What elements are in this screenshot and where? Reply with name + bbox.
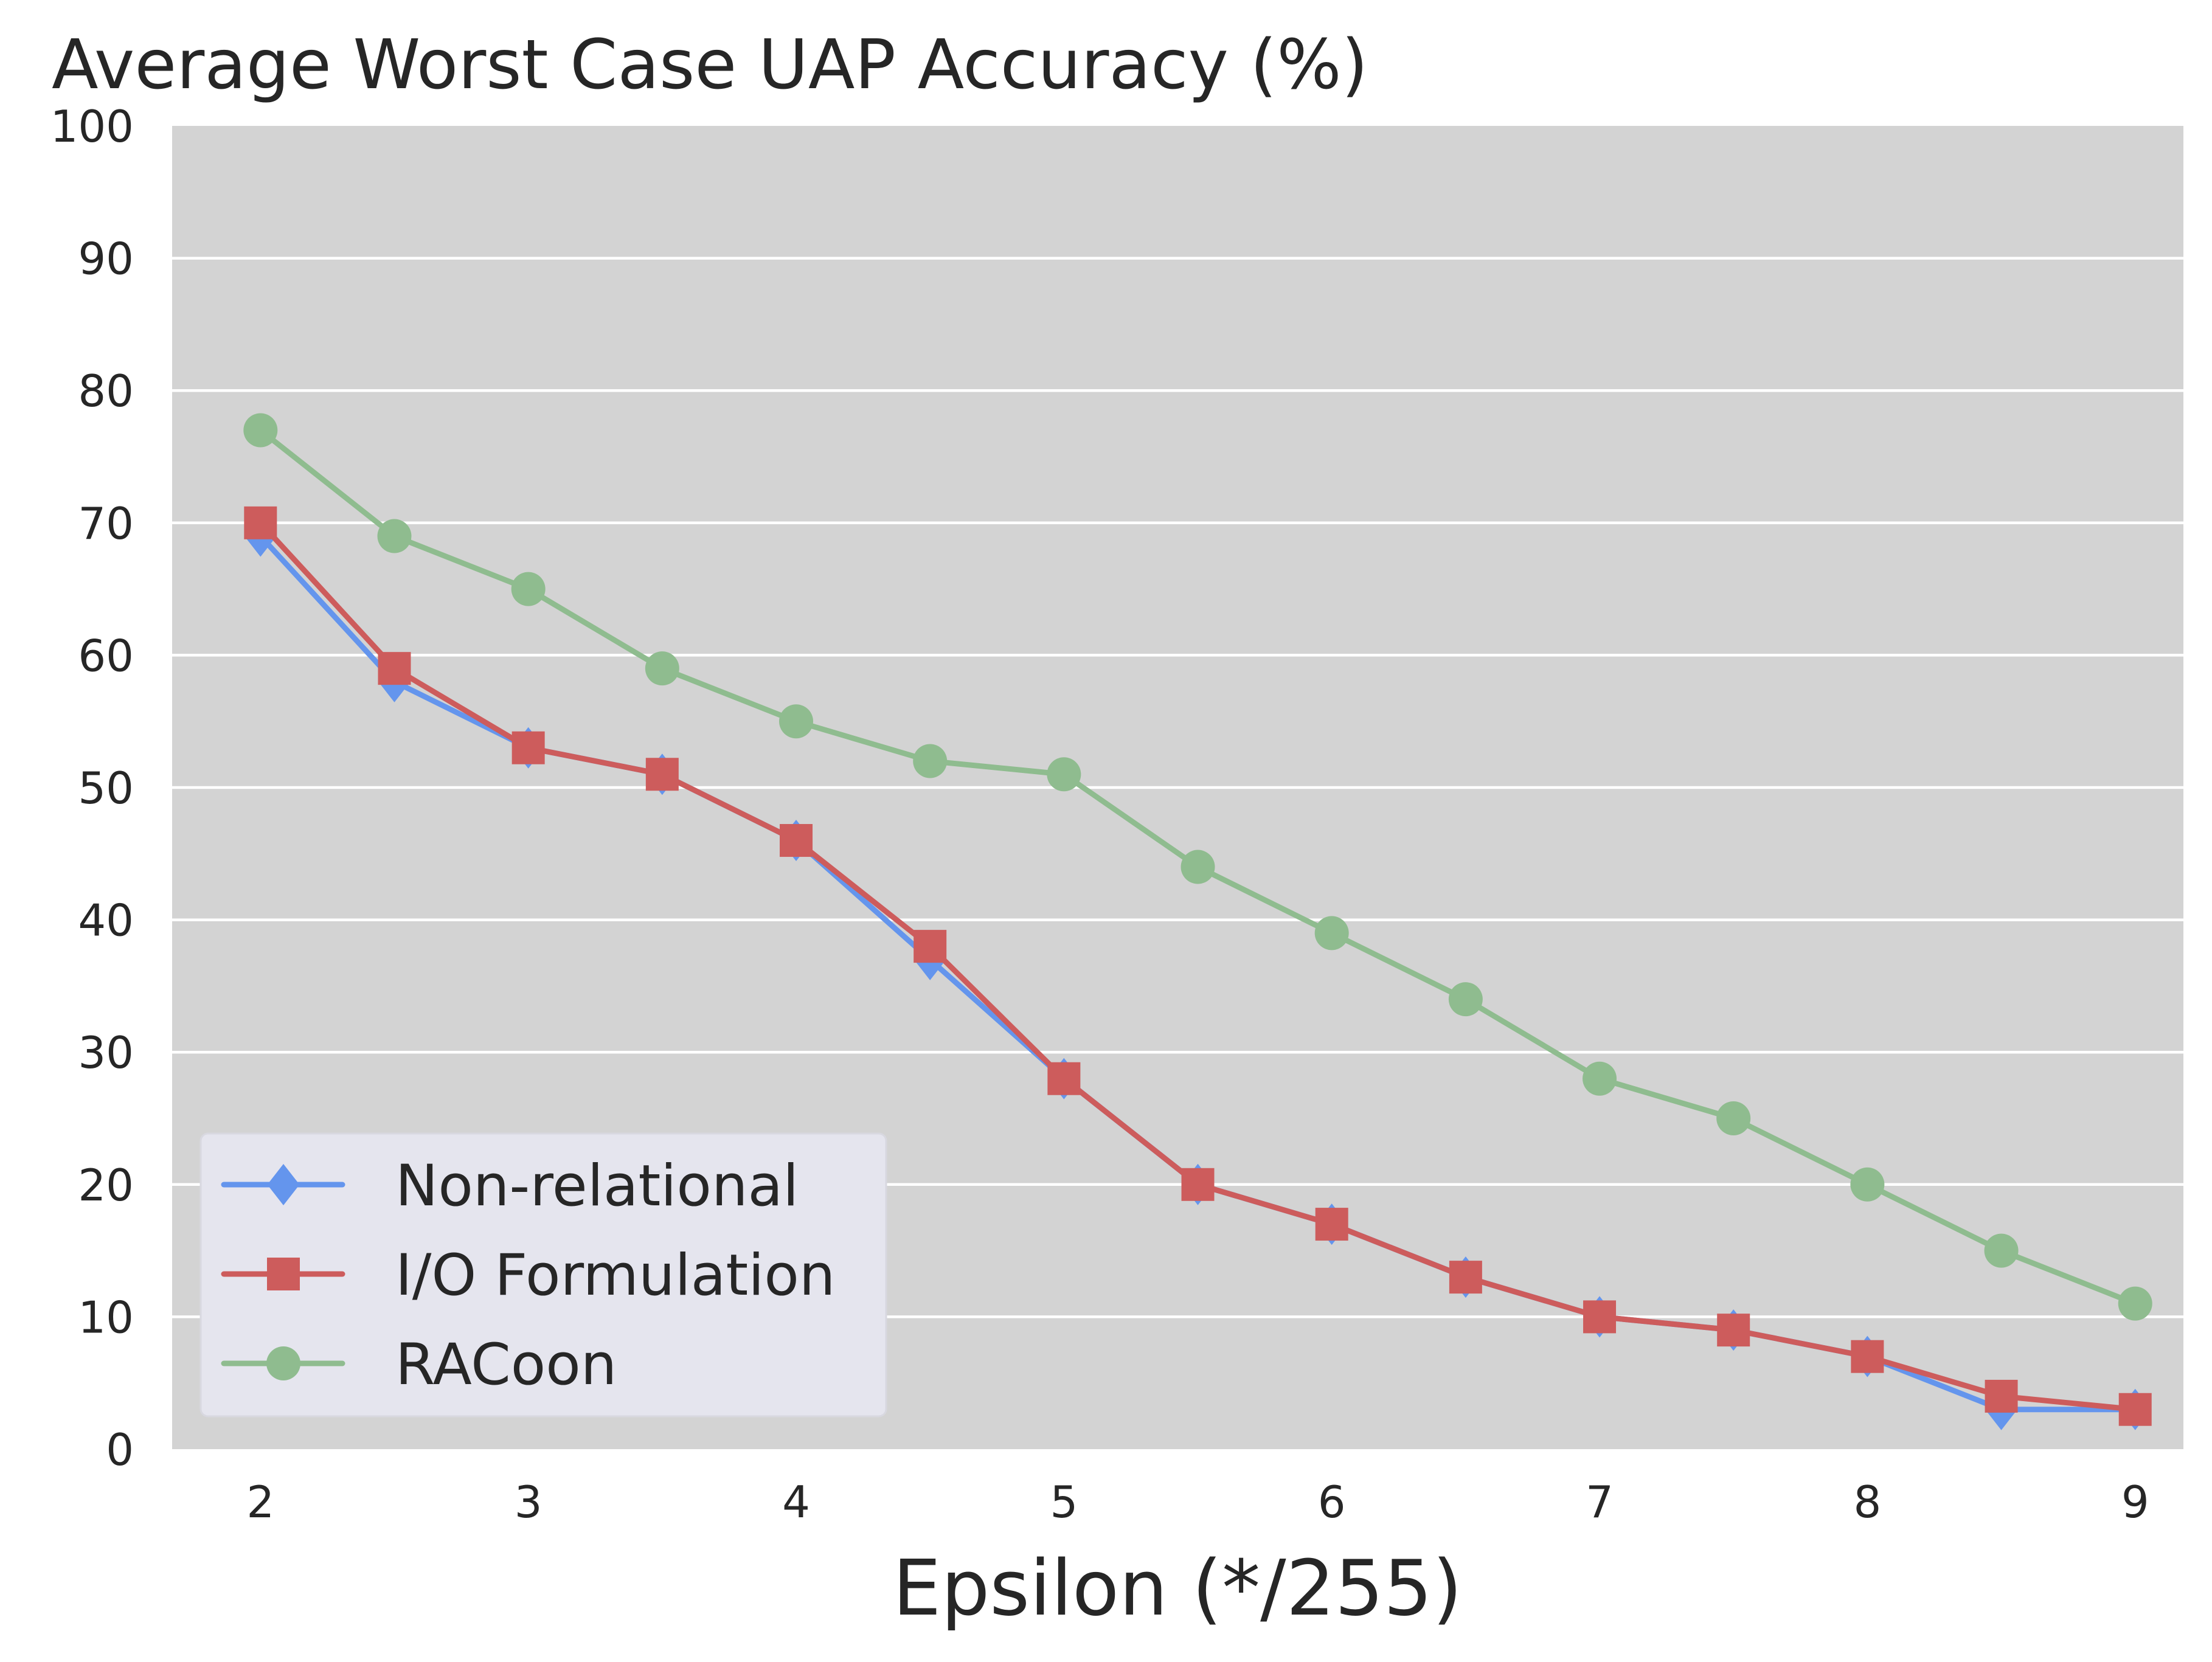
data-point-circle (913, 744, 948, 778)
legend-marker-diamond (267, 1164, 300, 1205)
data-point-circle (1181, 850, 1215, 884)
y-tick-label: 70 (78, 498, 134, 549)
data-point-square (645, 758, 679, 791)
y-tick-label: 20 (78, 1160, 134, 1211)
data-point-circle (1716, 1101, 1751, 1135)
x-tick-label: 7 (1586, 1477, 1614, 1528)
legend-label: I/O Formulation (395, 1242, 835, 1309)
legend-label: RACoon (395, 1332, 617, 1398)
data-point-square (1181, 1168, 1215, 1201)
data-point-square (2118, 1393, 2152, 1426)
y-tick-label: 100 (50, 101, 134, 152)
x-tick-label: 8 (1853, 1477, 1881, 1528)
y-tick-label: 50 (78, 763, 134, 814)
series-group (243, 413, 2152, 1430)
data-point-square (511, 731, 545, 764)
data-point-square (1851, 1340, 1884, 1373)
x-tick-label: 5 (1050, 1477, 1078, 1528)
data-point-circle (1047, 757, 1081, 792)
data-point-square (1449, 1261, 1482, 1294)
data-point-circle (1583, 1061, 1617, 1096)
x-axis-label: Epsilon (*/255) (893, 1543, 1463, 1633)
y-tick-label: 40 (78, 895, 134, 946)
legend-item: I/O Formulation (221, 1242, 835, 1309)
series-racoon (243, 413, 2152, 1321)
y-tick-label: 80 (78, 365, 134, 417)
y-tick-label: 60 (78, 630, 134, 681)
y-tick-label: 30 (78, 1027, 134, 1078)
data-point-circle (779, 704, 814, 739)
data-point-square (1047, 1062, 1081, 1095)
data-point-square (244, 506, 277, 539)
legend-marker-circle (266, 1346, 300, 1380)
x-axis-ticks: 2 3 4 5 6 7 8 9 (246, 1477, 2149, 1528)
data-point-square (1583, 1300, 1617, 1334)
data-point-circle (1314, 916, 1349, 950)
data-point-square (780, 824, 813, 857)
series-i-o-formulation (244, 506, 2152, 1426)
data-point-square (378, 652, 411, 685)
data-point-circle (645, 651, 679, 686)
data-point-square (1315, 1208, 1348, 1241)
legend-item: Non-relational (221, 1153, 799, 1219)
chart-title: Average Worst Case UAP Accuracy (%) (52, 26, 1368, 105)
y-tick-label: 0 (106, 1424, 134, 1475)
y-axis-ticks: 0 10 20 30 40 50 60 70 80 90 100 (50, 101, 134, 1475)
data-point-square (914, 930, 947, 963)
data-point-circle (377, 519, 412, 553)
legend-marker-square (267, 1258, 300, 1290)
legend-box (199, 1132, 887, 1418)
data-point-circle (243, 413, 278, 448)
x-tick-label: 3 (515, 1477, 543, 1528)
x-tick-label: 6 (1318, 1477, 1346, 1528)
y-tick-label: 10 (78, 1292, 134, 1343)
data-point-circle (2118, 1286, 2152, 1321)
data-point-circle (511, 572, 546, 606)
data-point-circle (1984, 1233, 2019, 1268)
data-point-circle (1850, 1167, 1885, 1202)
legend-items: Non-relational I/O Formulation RACoon (221, 1153, 835, 1398)
x-tick-label: 9 (2121, 1477, 2149, 1528)
data-point-square (1717, 1314, 1750, 1347)
x-tick-label: 4 (782, 1477, 810, 1528)
data-point-square (1985, 1379, 2018, 1413)
legend-label: Non-relational (395, 1153, 799, 1219)
y-tick-label: 90 (78, 234, 134, 285)
x-tick-label: 2 (246, 1477, 274, 1528)
data-point-circle (1448, 982, 1483, 1017)
legend: Non-relational I/O Formulation RACoon (199, 1132, 887, 1418)
legend-item: RACoon (221, 1332, 617, 1398)
